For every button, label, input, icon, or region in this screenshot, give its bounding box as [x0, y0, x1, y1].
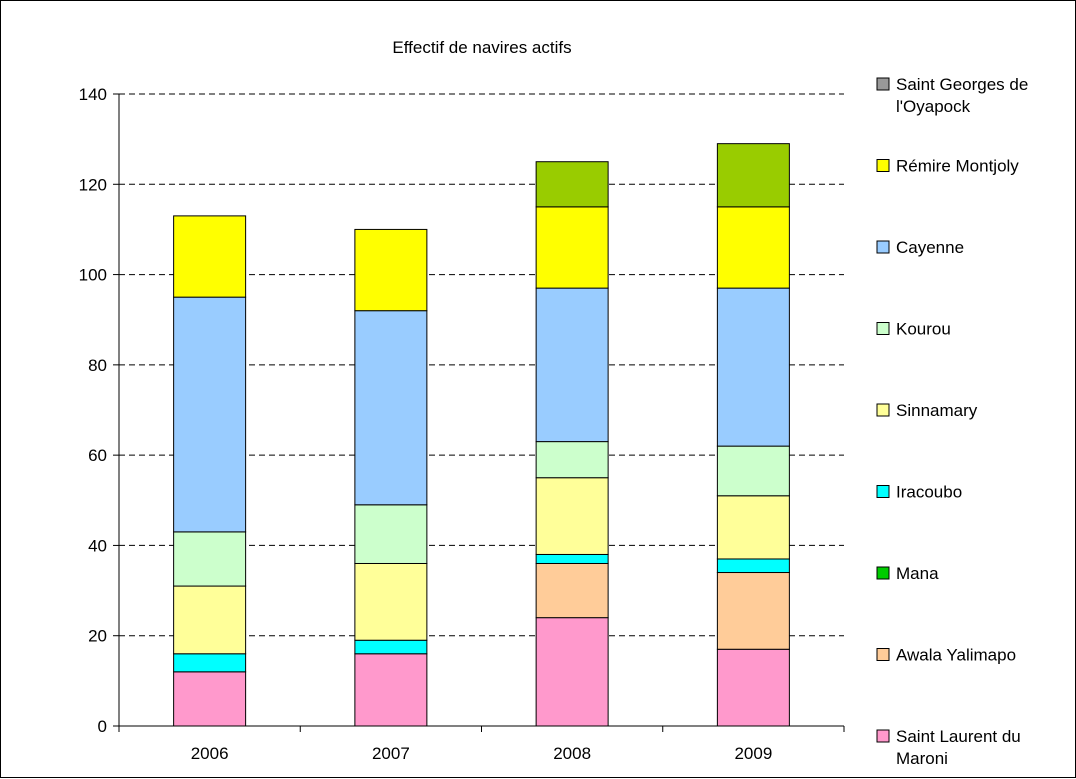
bar-segment: [535, 562, 609, 619]
legend-label: Cayenne: [896, 238, 964, 257]
legend-item: Cayenne: [876, 238, 964, 257]
bar-segment: [716, 445, 790, 497]
y-tick-label: 120: [79, 175, 107, 194]
legend-item: Rémire Montjoly: [876, 157, 1019, 176]
bar-segment: [535, 161, 609, 208]
y-tick-label: 0: [98, 717, 107, 736]
x-tick-label: 2006: [191, 744, 229, 763]
legend-item: Awala Yalimapo: [876, 646, 1016, 665]
bar-segment: [354, 639, 428, 655]
legend-swatch: [876, 566, 890, 580]
legend-label: l'Oyapock: [896, 97, 971, 116]
legend-label: Saint Georges de: [896, 75, 1028, 94]
bar-segment: [354, 562, 428, 641]
legend-label: Kourou: [896, 320, 951, 339]
legend-item: Saint Georges de l'Oyapock: [876, 75, 1028, 116]
legend-label: Awala Yalimapo: [896, 646, 1016, 665]
bar-segment: [173, 296, 247, 533]
bar-segment: [716, 648, 790, 727]
legend-swatch: [876, 159, 890, 172]
legend-label: Sinnamary: [896, 401, 978, 420]
y-tick-label: 20: [88, 627, 107, 646]
bars: [173, 143, 790, 727]
bar-segment: [535, 287, 609, 443]
bar-segment: [173, 585, 247, 655]
legend-item: Kourou: [876, 320, 951, 339]
legend-item: Sinnamary: [876, 401, 978, 420]
bar-segment: [535, 477, 609, 555]
legend: Saint Georges de l'Oyapock Rémire Montjoly…: [876, 75, 1028, 768]
y-tick-label: 100: [79, 266, 107, 285]
bar-segment: [716, 287, 790, 447]
bar-segment: [535, 617, 609, 727]
x-tick-label: 2008: [553, 744, 591, 763]
bar-segment: [535, 441, 609, 479]
bar-segment: [535, 206, 609, 289]
legend-swatch: [876, 77, 890, 91]
bar-segment: [173, 531, 247, 587]
legend-label: Mana: [896, 564, 939, 583]
y-tick-label: 40: [88, 536, 107, 555]
legend-item: Saint Laurent du Maroni: [876, 727, 1021, 768]
legend-label: Maroni: [896, 749, 948, 768]
bar-segment: [716, 206, 790, 289]
legend-swatch: [876, 729, 890, 743]
axes: 0 20 40 60 80 100 120 140 2006 2007 2008 2009: [79, 85, 845, 763]
x-tick-label: 2009: [734, 744, 772, 763]
bar-segment: [716, 558, 790, 574]
legend-swatch: [876, 322, 890, 335]
bar-segment: [173, 671, 247, 727]
bar-segment: [354, 228, 428, 312]
bar-segment: [354, 504, 428, 564]
y-tick-label: 80: [88, 356, 107, 375]
bar-segment: [535, 553, 609, 564]
legend-item: Mana: [876, 564, 939, 583]
x-tick-label: 2007: [372, 744, 410, 763]
y-tick-label: 140: [79, 85, 107, 104]
y-tick-label: 60: [88, 446, 107, 465]
bar-segment: [354, 310, 428, 506]
legend-label: Iracoubo: [896, 483, 962, 502]
bar-segment: [716, 572, 790, 650]
legend-label: Saint Laurent du: [896, 727, 1021, 746]
bar-segment: [716, 495, 790, 560]
bar-segment: [173, 215, 247, 298]
bar-segment: [716, 143, 790, 208]
bar-segment: [173, 653, 247, 673]
legend-label: Rémire Montjoly: [896, 157, 1019, 176]
chart-title: Effectif de navires actifs: [392, 38, 571, 57]
legend-swatch: [876, 485, 890, 498]
legend-swatch: [876, 403, 890, 417]
bar-segment: [354, 653, 428, 727]
legend-item: Iracoubo: [876, 483, 962, 502]
legend-swatch: [876, 648, 890, 661]
legend-swatch: [876, 240, 890, 254]
